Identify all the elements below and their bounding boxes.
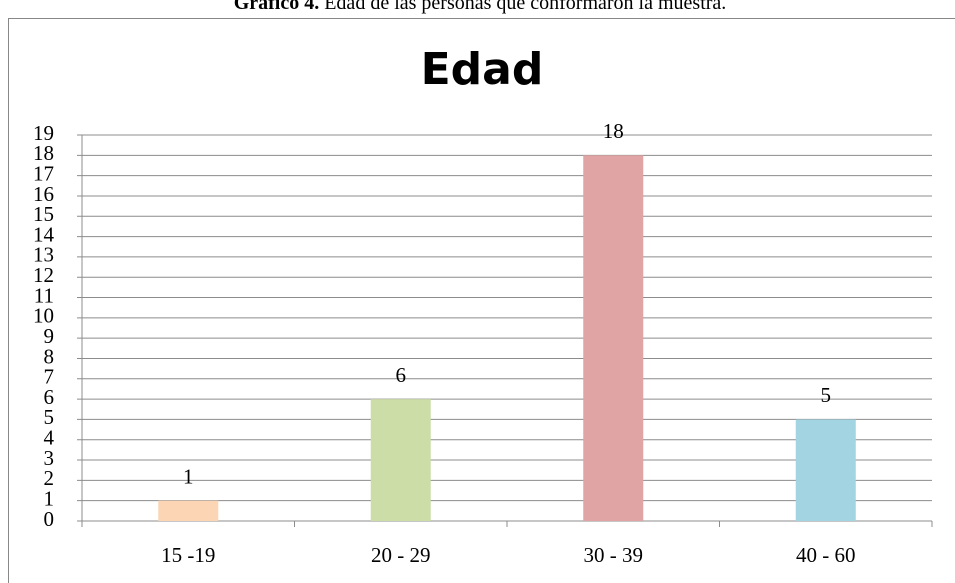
bar bbox=[158, 500, 219, 521]
y-tick-label: 7 bbox=[44, 365, 55, 389]
x-tick-label: 40 - 60 bbox=[796, 543, 856, 567]
y-tick-label: 17 bbox=[33, 161, 54, 185]
data-label: 5 bbox=[821, 383, 832, 407]
y-tick-label: 8 bbox=[44, 344, 55, 368]
y-tick-label: 19 bbox=[33, 121, 54, 145]
y-tick-label: 2 bbox=[44, 466, 55, 490]
bar bbox=[795, 419, 856, 521]
data-label: 1 bbox=[183, 464, 194, 488]
y-tick-label: 6 bbox=[44, 385, 55, 409]
x-tick-label: 20 - 29 bbox=[371, 543, 431, 567]
y-tick-label: 1 bbox=[44, 486, 55, 510]
y-tick-label: 15 bbox=[33, 202, 54, 226]
y-tick-label: 18 bbox=[33, 141, 54, 165]
y-tick-label: 5 bbox=[44, 405, 55, 429]
y-tick-label: 9 bbox=[44, 324, 55, 348]
y-tick-label: 10 bbox=[33, 304, 54, 328]
chart-title: Edad bbox=[421, 44, 544, 95]
bar bbox=[370, 399, 431, 521]
data-label: 6 bbox=[396, 363, 407, 387]
caption-label: Gráfico 4. bbox=[234, 0, 320, 14]
x-tick-label: 30 - 39 bbox=[584, 543, 644, 567]
x-tick-label: 15 -19 bbox=[161, 543, 215, 567]
y-tick-label: 0 bbox=[44, 507, 55, 531]
y-tick-label: 3 bbox=[44, 446, 55, 470]
y-tick-label: 14 bbox=[33, 222, 55, 246]
data-label: 18 bbox=[603, 119, 624, 143]
y-tick-label: 16 bbox=[33, 182, 54, 206]
chart-frame bbox=[8, 18, 955, 583]
y-tick-label: 12 bbox=[33, 263, 54, 287]
caption: Gráfico 4. Edad de las personas que conf… bbox=[234, 0, 727, 14]
caption-text: Edad de las personas que conformaron la … bbox=[324, 0, 726, 14]
bar bbox=[583, 155, 644, 521]
y-tick-label: 4 bbox=[44, 426, 55, 450]
y-tick-label: 11 bbox=[34, 283, 54, 307]
y-tick-label: 13 bbox=[33, 243, 54, 267]
